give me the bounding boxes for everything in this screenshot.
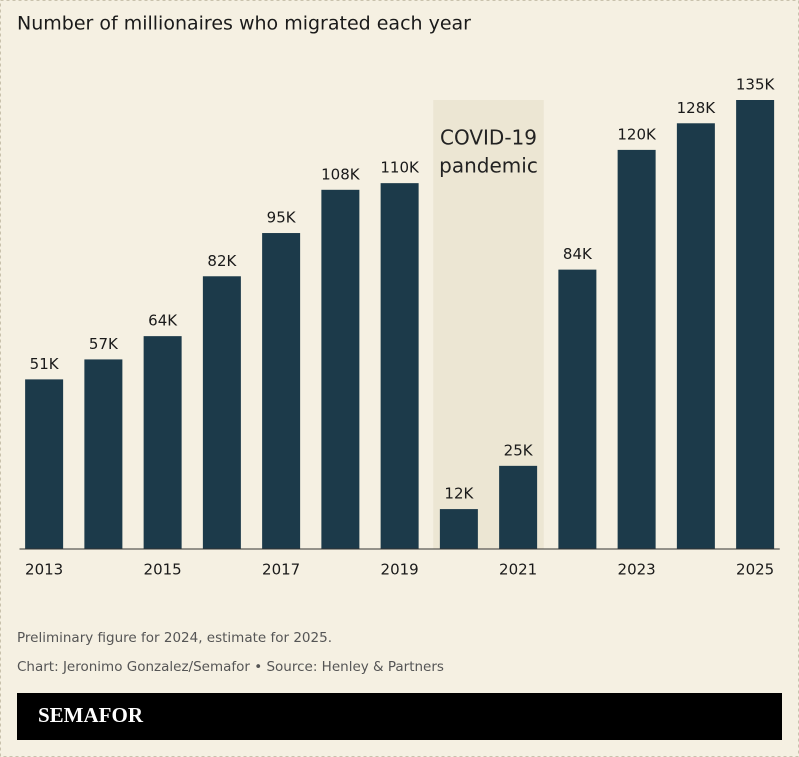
- bar: [262, 233, 301, 549]
- value-label: 82K: [207, 252, 237, 270]
- x-tick-label: 2025: [736, 561, 774, 579]
- x-tick-label: 2023: [618, 561, 656, 579]
- value-label: 64K: [148, 312, 178, 330]
- value-label: 12K: [444, 485, 474, 503]
- x-tick-label: 2013: [25, 561, 63, 579]
- chart-title: Number of millionaires who migrated each…: [17, 13, 471, 35]
- bar: [380, 183, 419, 550]
- bar: [439, 509, 478, 549]
- bar: [84, 359, 123, 549]
- footnote: Preliminary figure for 2024, estimate fo…: [17, 630, 332, 646]
- value-label: 84K: [563, 245, 593, 263]
- bar: [25, 379, 64, 549]
- source-note: Chart: Jeronimo Gonzalez/Semafor • Sourc…: [17, 659, 444, 675]
- bar: [143, 336, 182, 549]
- bar: [736, 100, 775, 549]
- bar: [321, 189, 360, 550]
- value-label: 25K: [504, 441, 534, 459]
- annotation: COVID-19: [440, 126, 537, 150]
- logo-bar: [17, 693, 782, 740]
- value-label: 128K: [677, 99, 717, 117]
- plot-area: COVID-19 pandemic 51K 2013 57K 64K 2015 82K 95K 2…: [19, 76, 780, 579]
- x-tick-label: 2019: [381, 561, 419, 579]
- bar: [558, 269, 597, 549]
- x-tick-label: 2017: [262, 561, 300, 579]
- bar: [676, 123, 715, 549]
- value-label: 108K: [321, 165, 361, 183]
- value-label: 51K: [30, 355, 60, 373]
- x-tick-label: 2015: [144, 561, 182, 579]
- logo: SEMAFOR: [38, 703, 144, 727]
- x-tick-label: 2021: [499, 561, 537, 579]
- bar: [499, 465, 538, 549]
- bar: [617, 149, 656, 549]
- value-label: 95K: [267, 209, 297, 227]
- value-label: 110K: [380, 159, 420, 177]
- value-label: 135K: [736, 76, 776, 94]
- value-label: 57K: [89, 335, 119, 353]
- value-label: 120K: [617, 125, 657, 143]
- annotation: pandemic: [439, 154, 538, 178]
- bar: [202, 276, 241, 549]
